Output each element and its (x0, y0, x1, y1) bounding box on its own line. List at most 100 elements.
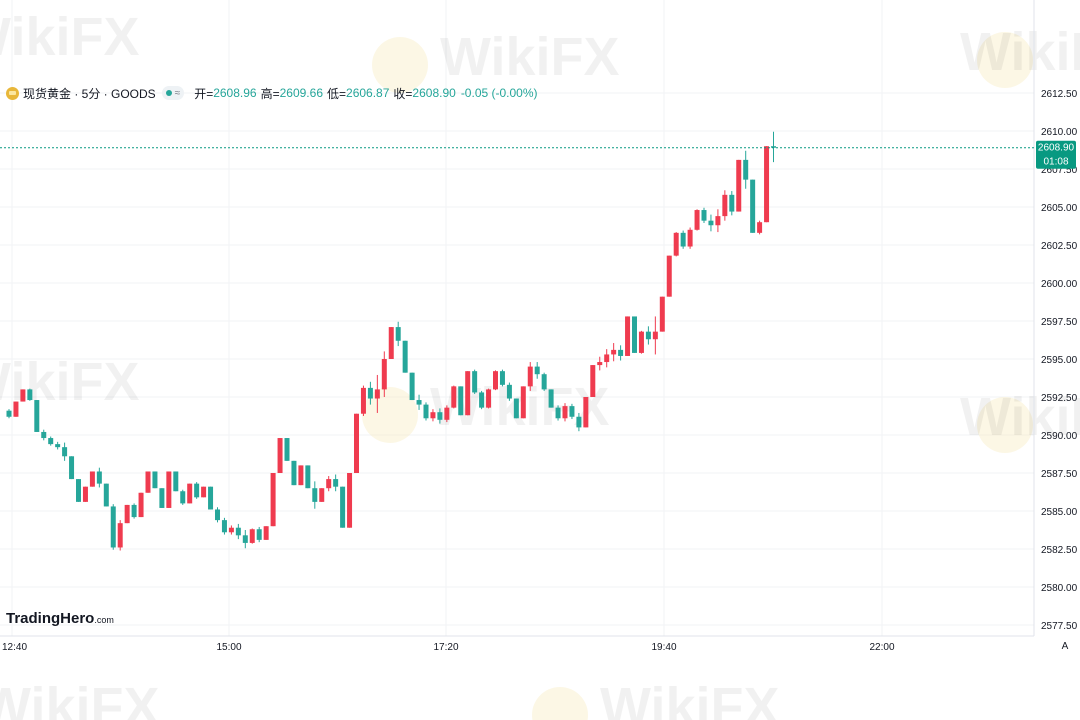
candle-82[interactable] (576, 412, 582, 432)
symbol-title[interactable]: 现货黄金 · 5分 · GOODS (23, 86, 156, 101)
candle-48[interactable] (340, 486, 346, 528)
candle-2[interactable] (20, 389, 26, 402)
candle-43[interactable] (305, 465, 311, 489)
candle-64[interactable] (451, 385, 457, 409)
candle-29[interactable] (208, 486, 214, 510)
auto-scale-button[interactable]: A (1061, 641, 1069, 652)
candle-30[interactable] (215, 507, 220, 523)
candle-17[interactable] (124, 504, 130, 524)
candle-33[interactable] (235, 523, 241, 540)
candle-27[interactable] (194, 482, 200, 499)
price-axis[interactable]: 2577.50 2580.00 2582.50 2585.00 2587.50 2590.… (1041, 89, 1078, 632)
candle-35[interactable] (249, 528, 255, 544)
candle-94[interactable] (659, 296, 665, 332)
candle-110[interactable] (771, 131, 776, 163)
candle-55[interactable] (388, 327, 394, 359)
candle-45[interactable] (319, 488, 325, 502)
candle-63[interactable] (444, 405, 450, 423)
candle-60[interactable] (423, 402, 429, 421)
candle-13[interactable] (96, 467, 102, 488)
candle-76[interactable] (534, 362, 540, 379)
candle-106[interactable] (743, 150, 749, 189)
candle-62[interactable] (437, 408, 443, 424)
candle-15[interactable] (110, 504, 116, 550)
market-status-pill[interactable]: ≈ (161, 86, 185, 100)
candle-84[interactable] (590, 365, 596, 397)
candle-8[interactable] (62, 442, 68, 461)
candle-68[interactable] (479, 390, 485, 410)
candle-80[interactable] (562, 403, 568, 422)
candle-34[interactable] (242, 530, 248, 549)
candle-101[interactable] (708, 214, 714, 232)
candle-95[interactable] (666, 255, 672, 297)
candle-0[interactable] (6, 409, 12, 419)
candle-77[interactable] (541, 372, 547, 391)
time-axis[interactable]: 12:40 15:00 17:20 19:40 22:00 (2, 642, 895, 653)
candle-39[interactable] (277, 438, 283, 473)
candle-96[interactable] (673, 232, 679, 257)
candle-91[interactable] (638, 330, 644, 354)
candle-59[interactable] (416, 394, 422, 410)
candle-86[interactable] (604, 349, 610, 368)
candle-46[interactable] (326, 476, 332, 492)
candle-67[interactable] (472, 369, 478, 394)
candle-12[interactable] (89, 471, 95, 487)
candle-3[interactable] (27, 388, 33, 401)
candle-24[interactable] (173, 471, 179, 492)
candle-105[interactable] (736, 159, 742, 212)
candle-40[interactable] (284, 438, 290, 461)
candle-85[interactable] (597, 356, 603, 371)
candle-78[interactable] (548, 389, 554, 408)
candle-44[interactable] (312, 481, 318, 509)
candle-52[interactable] (367, 381, 373, 405)
candle-42[interactable] (298, 465, 304, 486)
candle-92[interactable] (645, 326, 651, 345)
candle-87[interactable] (611, 343, 617, 362)
candle-23[interactable] (166, 471, 172, 508)
candle-19[interactable] (138, 492, 144, 518)
candle-104[interactable] (729, 191, 735, 216)
candle-26[interactable] (187, 483, 193, 504)
candle-4[interactable] (34, 400, 40, 432)
candle-75[interactable] (527, 362, 533, 391)
candle-5[interactable] (41, 429, 47, 441)
candle-58[interactable] (409, 372, 415, 401)
candle-6[interactable] (48, 436, 54, 446)
candle-79[interactable] (555, 405, 561, 421)
candle-72[interactable] (506, 382, 512, 401)
candle-41[interactable] (291, 460, 297, 486)
candle-49[interactable] (347, 473, 353, 528)
candle-20[interactable] (145, 471, 151, 493)
candle-53[interactable] (374, 374, 380, 413)
candle-107[interactable] (750, 179, 756, 233)
candle-89[interactable] (625, 316, 631, 356)
candle-109[interactable] (764, 146, 770, 223)
candle-66[interactable] (465, 371, 471, 416)
candle-9[interactable] (69, 456, 75, 480)
candle-90[interactable] (632, 316, 637, 353)
candle-71[interactable] (499, 369, 505, 387)
candle-98[interactable] (687, 227, 693, 249)
candle-73[interactable] (513, 398, 519, 419)
candle-28[interactable] (201, 486, 207, 498)
candle-100[interactable] (701, 207, 707, 223)
candle-54[interactable] (381, 351, 387, 397)
candle-47[interactable] (333, 474, 339, 492)
candle-37[interactable] (263, 526, 269, 540)
candle-93[interactable] (652, 316, 658, 355)
candle-61[interactable] (430, 409, 436, 422)
candle-65[interactable] (458, 386, 464, 416)
candle-31[interactable] (221, 517, 227, 535)
candle-83[interactable] (583, 397, 589, 428)
candle-22[interactable] (159, 488, 165, 508)
candle-51[interactable] (360, 385, 366, 416)
candle-70[interactable] (493, 370, 498, 391)
candle-108[interactable] (757, 220, 763, 235)
candle-81[interactable] (569, 403, 575, 420)
candle-99[interactable] (694, 209, 700, 231)
candle-102[interactable] (715, 209, 721, 233)
candle-11[interactable] (82, 486, 88, 502)
candle-14[interactable] (103, 483, 109, 507)
candle-18[interactable] (131, 503, 137, 519)
